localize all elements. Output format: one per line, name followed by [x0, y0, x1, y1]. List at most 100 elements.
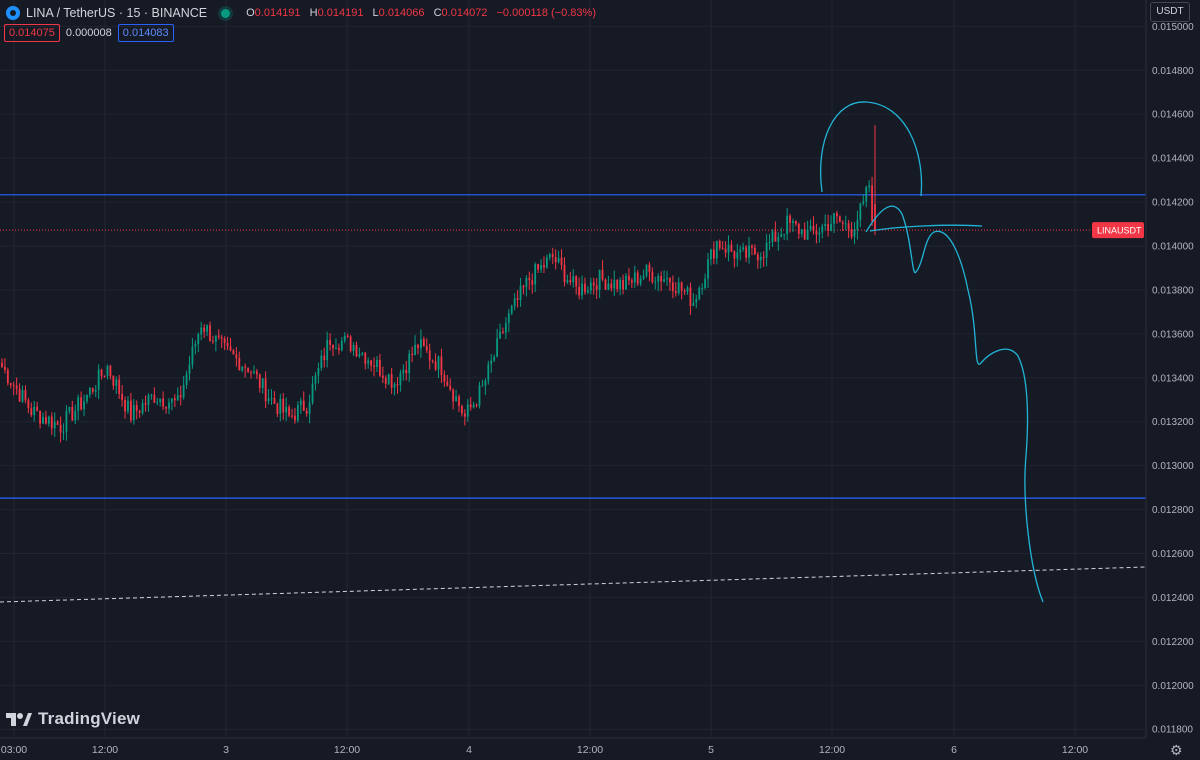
price-tick-label: 0.014200: [1152, 198, 1194, 209]
candle-body: [264, 378, 267, 402]
freehand-drawing: [865, 205, 1044, 603]
candle-body: [247, 367, 249, 373]
candle-body: [554, 256, 557, 263]
time-tick-label: 12:00: [819, 744, 845, 756]
candle-body: [147, 395, 150, 405]
candle-body: [18, 388, 21, 402]
watermark-text: TradingView: [38, 709, 141, 728]
candle-body: [100, 369, 103, 377]
price-tick-label: 0.012600: [1152, 549, 1194, 560]
candle-body: [112, 376, 115, 386]
candle-body: [33, 406, 36, 415]
price-axis: 0.015000 0.014800 0.014600 0.014400 0.014200…: [1145, 0, 1200, 760]
candle-body: [513, 298, 516, 307]
chart-grid: [0, 0, 1146, 738]
candle-body: [633, 272, 636, 283]
candle-body: [692, 302, 695, 306]
candle-body: [710, 249, 712, 260]
candle-body: [200, 327, 203, 335]
candle-body: [575, 276, 578, 287]
candle-body: [59, 424, 62, 433]
candle-body: [540, 264, 542, 270]
ask-button[interactable]: 0.014083: [117, 24, 174, 42]
candle-body: [777, 236, 780, 242]
candle-body: [15, 385, 18, 389]
candle-body: [62, 431, 65, 433]
candle-body: [797, 224, 800, 234]
candle-body: [812, 225, 815, 231]
candle-body: [548, 254, 551, 258]
candle-body: [352, 344, 355, 352]
low-value: 0.014066: [378, 7, 425, 19]
candle-body: [469, 404, 472, 408]
candle-body: [715, 240, 718, 259]
candle-body: [384, 377, 387, 384]
candle-body: [677, 282, 680, 294]
candle-body: [478, 385, 481, 406]
price-tick-label: 0.012200: [1152, 637, 1194, 648]
candle-body: [150, 394, 153, 396]
candle-body: [830, 223, 832, 231]
candle-body: [27, 400, 30, 409]
candle-body: [153, 394, 156, 403]
candle-body: [417, 344, 419, 349]
candle-body: [138, 410, 141, 413]
candle-body: [472, 404, 475, 408]
currency-button[interactable]: USDT: [1150, 2, 1190, 22]
candle-body: [584, 283, 586, 293]
candle-body: [718, 240, 721, 248]
price-tick-label: 0.013200: [1152, 417, 1194, 428]
candle-body: [721, 247, 724, 249]
candle-body: [534, 264, 537, 285]
candle-body: [806, 229, 809, 240]
symbol-title[interactable]: LINA / TetherUS · 15 · BINANCE: [26, 6, 208, 20]
candle-body: [768, 242, 771, 244]
price-tick-label: 0.013600: [1152, 329, 1194, 340]
candle-body: [666, 277, 668, 280]
candle-body: [753, 247, 756, 255]
candle-body: [671, 282, 674, 292]
price-tick-label: 0.014800: [1152, 66, 1194, 77]
candle-body: [844, 223, 847, 225]
candle-body: [765, 242, 768, 258]
candle-body: [537, 264, 540, 270]
candle-body: [168, 402, 170, 409]
candle-body: [299, 400, 302, 405]
candle-body: [833, 213, 835, 224]
candle-body: [748, 245, 750, 258]
candle-body: [94, 389, 97, 392]
candle-body: [733, 251, 736, 259]
candle-body: [522, 285, 525, 288]
candle-body: [308, 402, 311, 414]
candle-body: [604, 279, 607, 290]
candle-body: [335, 348, 337, 350]
candle-body: [50, 416, 53, 429]
candle-body: [65, 410, 68, 432]
candle-body: [42, 416, 44, 424]
candle-body: [314, 375, 317, 384]
user-drawings: [0, 101, 1147, 603]
candle-body: [841, 222, 844, 224]
candle-body: [622, 279, 624, 290]
candle-body: [774, 231, 777, 242]
candle-body: [373, 365, 375, 367]
candle-body: [669, 277, 671, 283]
candle-body: [408, 353, 411, 374]
candle-body: [636, 272, 639, 284]
candle-body: [751, 245, 753, 248]
candle-body: [493, 356, 496, 361]
candle-body: [730, 244, 733, 252]
candle-body: [387, 374, 390, 384]
candle-body: [238, 358, 241, 371]
price-levels: 0.0142330.012852LINAUSDT0.014072: [0, 186, 1199, 507]
candle-body: [326, 339, 329, 361]
candle-body: [800, 229, 803, 234]
candle-body: [244, 366, 247, 368]
candle-body: [452, 389, 455, 402]
settings-gear-icon[interactable]: ⚙: [1170, 742, 1183, 758]
candle-body: [405, 369, 408, 374]
bid-button[interactable]: 0.014075: [4, 24, 60, 42]
candle-body: [792, 221, 794, 224]
time-tick-label: 3: [223, 744, 229, 756]
